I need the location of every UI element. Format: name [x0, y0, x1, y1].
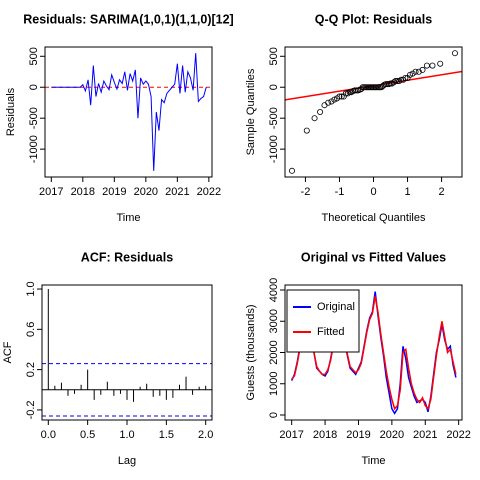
legend-label: Original [317, 301, 355, 313]
qq-point [344, 90, 351, 97]
qq-point [382, 81, 389, 88]
y-tick-label: 500 [28, 47, 40, 65]
qq-point [412, 68, 419, 75]
legend-box [286, 289, 360, 353]
x-axis-label: Time [116, 212, 140, 224]
plot-box [44, 46, 213, 178]
qq-point [359, 84, 366, 91]
qq-point [303, 127, 310, 134]
qq-point [338, 93, 345, 100]
series-line [291, 296, 457, 411]
panel-title: Residuals: SARIMA(1,0,1)(1,1,0)[12] [23, 12, 233, 26]
qq-point [321, 102, 328, 109]
qq-point [392, 78, 399, 85]
plot-area [290, 291, 457, 415]
x-tick-label: 2017 [39, 186, 63, 198]
x-tick-label: 1 [404, 186, 410, 198]
qq-point [423, 62, 430, 69]
y-tick-label: 0 [268, 84, 280, 90]
x-tick-label: 1.5 [159, 429, 174, 441]
x-tick-label: 2020 [380, 429, 404, 441]
y-tick-label: -0.2 [25, 400, 37, 419]
panel-title: Q-Q Plot: Residuals [315, 12, 432, 26]
qq-point [346, 89, 353, 96]
y-tick-label: 500 [268, 47, 280, 65]
x-tick-label: 2021 [165, 186, 189, 198]
qq-point [419, 66, 426, 73]
y-tick-label: 1.0 [25, 281, 37, 296]
x-tick-label: 2019 [102, 186, 126, 198]
x-axis-label: Theoretical Quantiles [322, 212, 426, 224]
x-tick-label: 2 [439, 186, 445, 198]
y-axis-label: Sample Quantiles [245, 68, 257, 155]
qq-point [336, 93, 343, 100]
y-tick-label: 4000 [268, 278, 280, 302]
y-tick-label: 0 [268, 412, 280, 418]
x-tick-label: 0.0 [41, 429, 56, 441]
y-tick-label: -1000 [268, 135, 280, 163]
y-tick-label: -1000 [28, 135, 40, 163]
x-tick-label: 2019 [346, 429, 370, 441]
x-axis-label: Time [361, 455, 385, 467]
qq-point [311, 115, 318, 122]
qq-point [342, 90, 349, 97]
series-line [51, 53, 207, 171]
x-tick-label: 0 [370, 186, 376, 198]
plot-box [284, 46, 463, 178]
plot-box [41, 284, 213, 421]
qq-point [387, 80, 394, 87]
x-tick-label: 2.0 [198, 429, 213, 441]
x-tick-label: 2021 [413, 429, 437, 441]
qq-point [289, 167, 296, 174]
x-tick-label: 2022 [446, 429, 470, 441]
plot-area [45, 53, 212, 171]
y-tick-label: 1000 [268, 372, 280, 396]
x-tick-label: 2022 [197, 186, 221, 198]
plot-box [284, 284, 463, 421]
y-tick-label: 0.6 [25, 322, 37, 337]
x-tick-label: 2020 [134, 186, 158, 198]
y-tick-label: 2000 [268, 340, 280, 364]
y-tick-label: 3000 [268, 309, 280, 333]
qq-point [415, 68, 422, 75]
y-tick-label: 0 [28, 84, 40, 90]
legend-label: Fitted [317, 326, 345, 338]
y-tick-label: 0.2 [25, 362, 37, 377]
qq-point [394, 78, 401, 85]
qq-point [340, 93, 347, 100]
x-tick-label: -2 [301, 186, 311, 198]
y-tick-label: -500 [268, 107, 280, 129]
qq-point [429, 62, 436, 69]
x-tick-label: 2017 [279, 429, 303, 441]
x-tick-label: -1 [335, 186, 345, 198]
qq-point [348, 89, 355, 96]
panel-title: Original vs Fitted Values [301, 250, 446, 264]
x-tick-label: 1.0 [119, 429, 134, 441]
qq-point [402, 74, 409, 81]
qq-point [437, 60, 444, 67]
qq-point [325, 99, 332, 106]
y-axis-label: Residuals [5, 87, 17, 136]
qq-point [317, 109, 324, 116]
x-tick-label: 2018 [313, 429, 337, 441]
plot-area [42, 289, 212, 417]
x-tick-label: 2018 [71, 186, 95, 198]
y-axis-label: ACF [2, 341, 14, 363]
panel-title: ACF: Residuals [81, 250, 173, 264]
plot-area [285, 50, 462, 174]
y-tick-label: -500 [28, 107, 40, 129]
qq-point [390, 79, 397, 86]
x-tick-label: 0.5 [80, 429, 95, 441]
y-axis-label: Guests (thousands) [245, 305, 257, 401]
x-axis-label: Lag [118, 455, 136, 467]
qq-point [451, 50, 458, 57]
